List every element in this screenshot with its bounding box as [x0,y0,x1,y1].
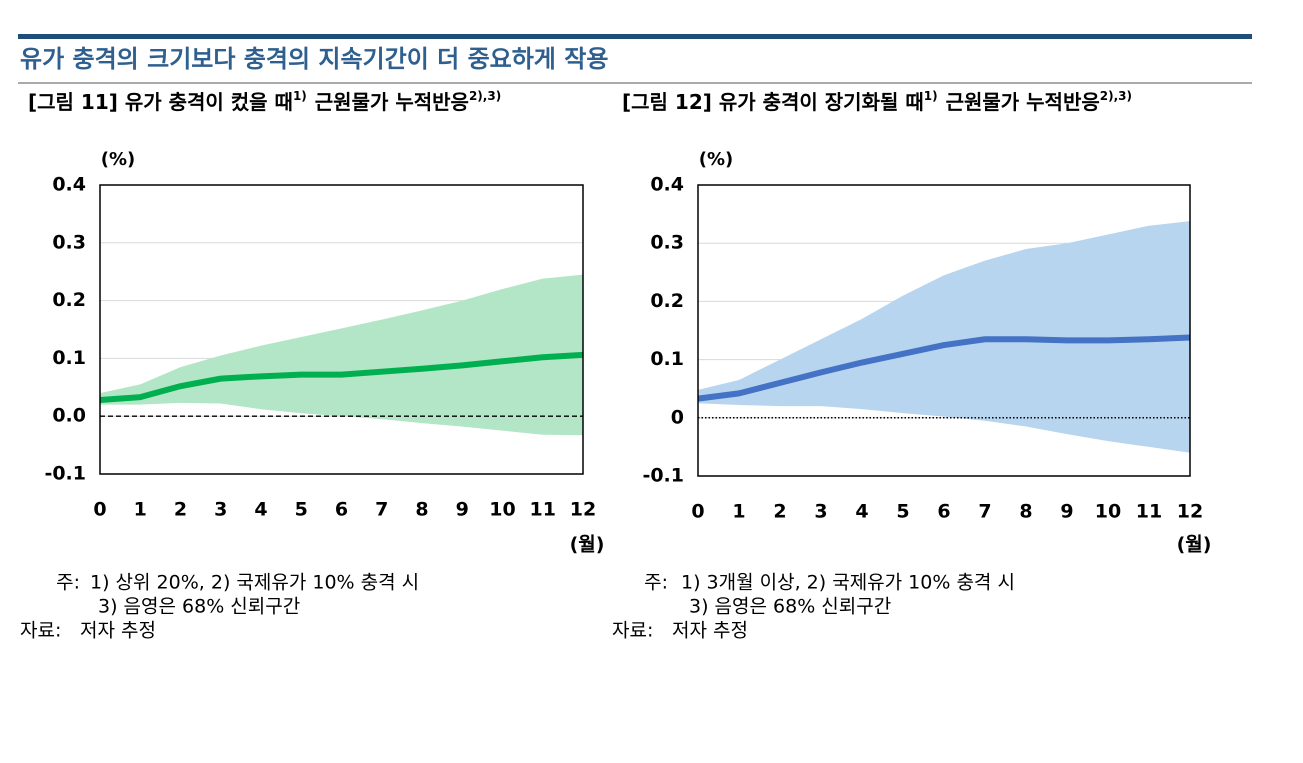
x-tick-label: 11 [1136,501,1162,523]
plot-frame [99,184,584,475]
caption-part: [그림 11] 유가 충격이 컸을 때 [28,90,293,114]
x-tick-label: 2 [773,501,786,523]
caption-part: 2),3) [1100,89,1132,103]
x-tick-label: 12 [1177,501,1203,523]
caption-part: 근원물가 누적반응 [315,90,469,114]
x-tick-label: 8 [1019,501,1032,523]
confidence-band [698,221,1190,453]
notes-label: 주: [56,572,80,594]
x-tick-label: 12 [570,499,596,521]
y-tick-label: -0.1 [44,463,86,485]
x-tick-label: 3 [214,499,227,521]
y-axis-unit: (%) [101,149,136,170]
x-tick-label: 1 [732,501,745,523]
data-line [99,351,584,404]
x-tick-label: 2 [174,499,187,521]
x-tick-label: 0 [691,501,704,523]
y-tick-label: 0.1 [650,348,684,370]
confidence-band [100,274,583,436]
data-line [697,334,1191,402]
source-label: 자료: [612,620,653,642]
x-tick-label: 6 [937,501,950,523]
x-tick-label: 9 [456,499,469,521]
x-tick-label: 0 [93,499,106,521]
y-tick-label: 0.4 [650,174,684,196]
x-tick-label: 9 [1060,501,1073,523]
x-tick-label: 5 [295,499,308,521]
caption-part: 근원물가 누적반응 [946,90,1100,114]
x-tick-label: 11 [530,499,556,521]
x-tick-label: 7 [978,501,991,523]
x-tick-label: 10 [1095,501,1121,523]
x-tick-label: 4 [254,499,267,521]
x-axis-unit: (월) [1177,534,1212,556]
y-tick-label: -0.1 [642,465,684,487]
chart-caption: [그림 12] 유가 충격이 장기화될 때1) 근원물가 누적반응2),3) [622,89,1132,114]
x-tick-label: 5 [896,501,909,523]
plot-frame [697,184,1191,477]
caption-part: 2),3) [469,89,501,103]
x-tick-label: 8 [415,499,428,521]
x-axis-unit: (월) [570,534,605,556]
y-tick-label: 0 [671,406,684,428]
note: 1) 상위 20%, 2) 국제유가 10% 충격 시 [90,572,419,594]
caption-part: 1) [924,89,938,103]
y-tick-label: 0.3 [650,232,684,254]
y-axis-unit: (%) [699,149,734,170]
y-tick-label: 0.4 [52,174,86,196]
source-label: 자료: [20,620,61,642]
x-tick-label: 7 [375,499,388,521]
x-tick-label: 10 [489,499,515,521]
y-tick-label: 0.0 [52,405,86,427]
x-tick-label: 6 [335,499,348,521]
caption-part: 1) [293,89,307,103]
x-tick-label: 4 [855,501,868,523]
source: 저자 추정 [672,620,748,642]
top-rule [18,34,1252,39]
y-tick-label: 0.3 [52,231,86,253]
x-tick-label: 3 [814,501,827,523]
note: 3) 음영은 68% 신뢰구간 [689,596,891,618]
chart-caption: [그림 11] 유가 충격이 컸을 때1) 근원물가 누적반응2),3) [28,89,501,114]
source: 저자 추정 [80,620,156,642]
y-tick-label: 0.2 [650,290,684,312]
notes-label: 주: [644,572,668,594]
caption-part: [그림 12] 유가 충격이 장기화될 때 [622,90,924,114]
y-tick-label: 0.2 [52,289,86,311]
note: 3) 음영은 68% 신뢰구간 [98,596,300,618]
x-tick-label: 1 [134,499,147,521]
page-title: 유가 충격의 크기보다 충격의 지속기간이 더 중요하게 작용 [20,45,608,73]
y-tick-label: 0.1 [52,347,86,369]
note: 1) 3개월 이상, 2) 국제유가 10% 충격 시 [681,572,1015,594]
